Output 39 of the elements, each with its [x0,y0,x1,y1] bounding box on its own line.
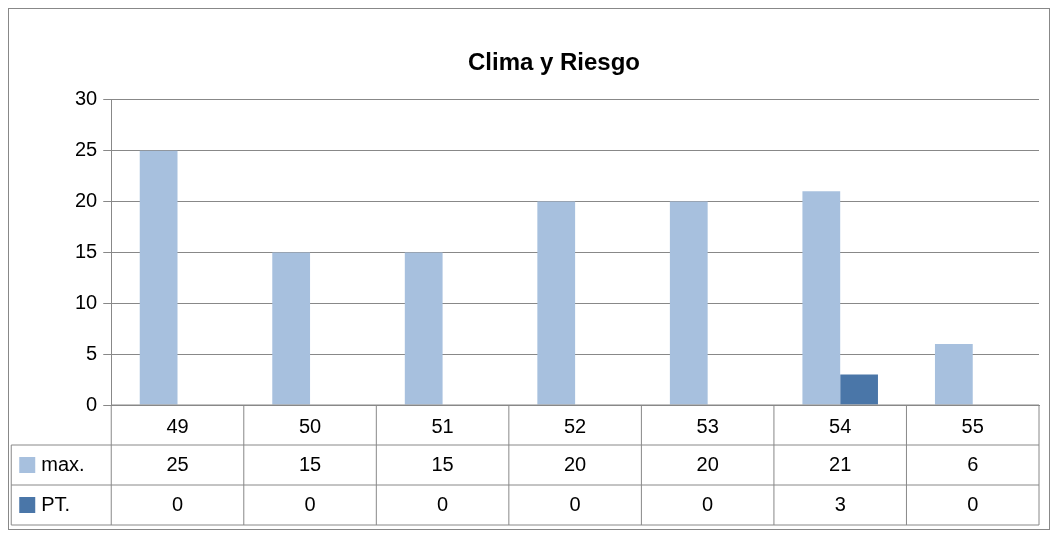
data-label: 20 [696,452,719,475]
bar [934,343,973,405]
data-label: 0 [437,492,449,515]
bar [404,252,443,405]
y-tick-label: 0 [86,392,98,415]
x-tick-label: 52 [564,414,587,437]
y-tick-label: 10 [75,290,98,313]
bar [537,201,576,405]
data-label: 25 [166,452,189,475]
legend-label: PT. [41,492,71,515]
y-tick-label: 15 [75,239,98,262]
data-label: 0 [171,492,184,515]
data-label: 0 [702,492,714,515]
data-label: 0 [967,492,979,515]
data-label: 20 [564,452,587,475]
bar [272,252,311,405]
bar [669,201,708,405]
bar [840,374,878,405]
data-label: 6 [967,452,979,475]
y-tick-label: 20 [75,189,98,212]
data-label: 3 [834,492,846,515]
x-tick-label: 55 [961,414,984,437]
x-tick-label: 53 [696,414,719,437]
x-tick-label: 51 [431,414,454,437]
x-tick-label: 54 [829,414,852,437]
data-label: 0 [569,492,581,515]
data-label: 15 [298,452,322,475]
data-label: 21 [829,452,852,475]
x-tick-label: 50 [298,414,322,437]
legend-label: max. [41,452,85,475]
y-tick-label: 5 [86,341,98,364]
chart-title: Clima y Riesgo [467,48,641,76]
bar [802,191,841,405]
y-tick-label: 25 [75,138,98,161]
x-tick-label: 49 [166,414,189,437]
data-label: 15 [431,452,454,475]
y-tick-label: 30 [75,87,98,110]
bar [139,150,178,405]
data-label: 0 [304,492,316,515]
